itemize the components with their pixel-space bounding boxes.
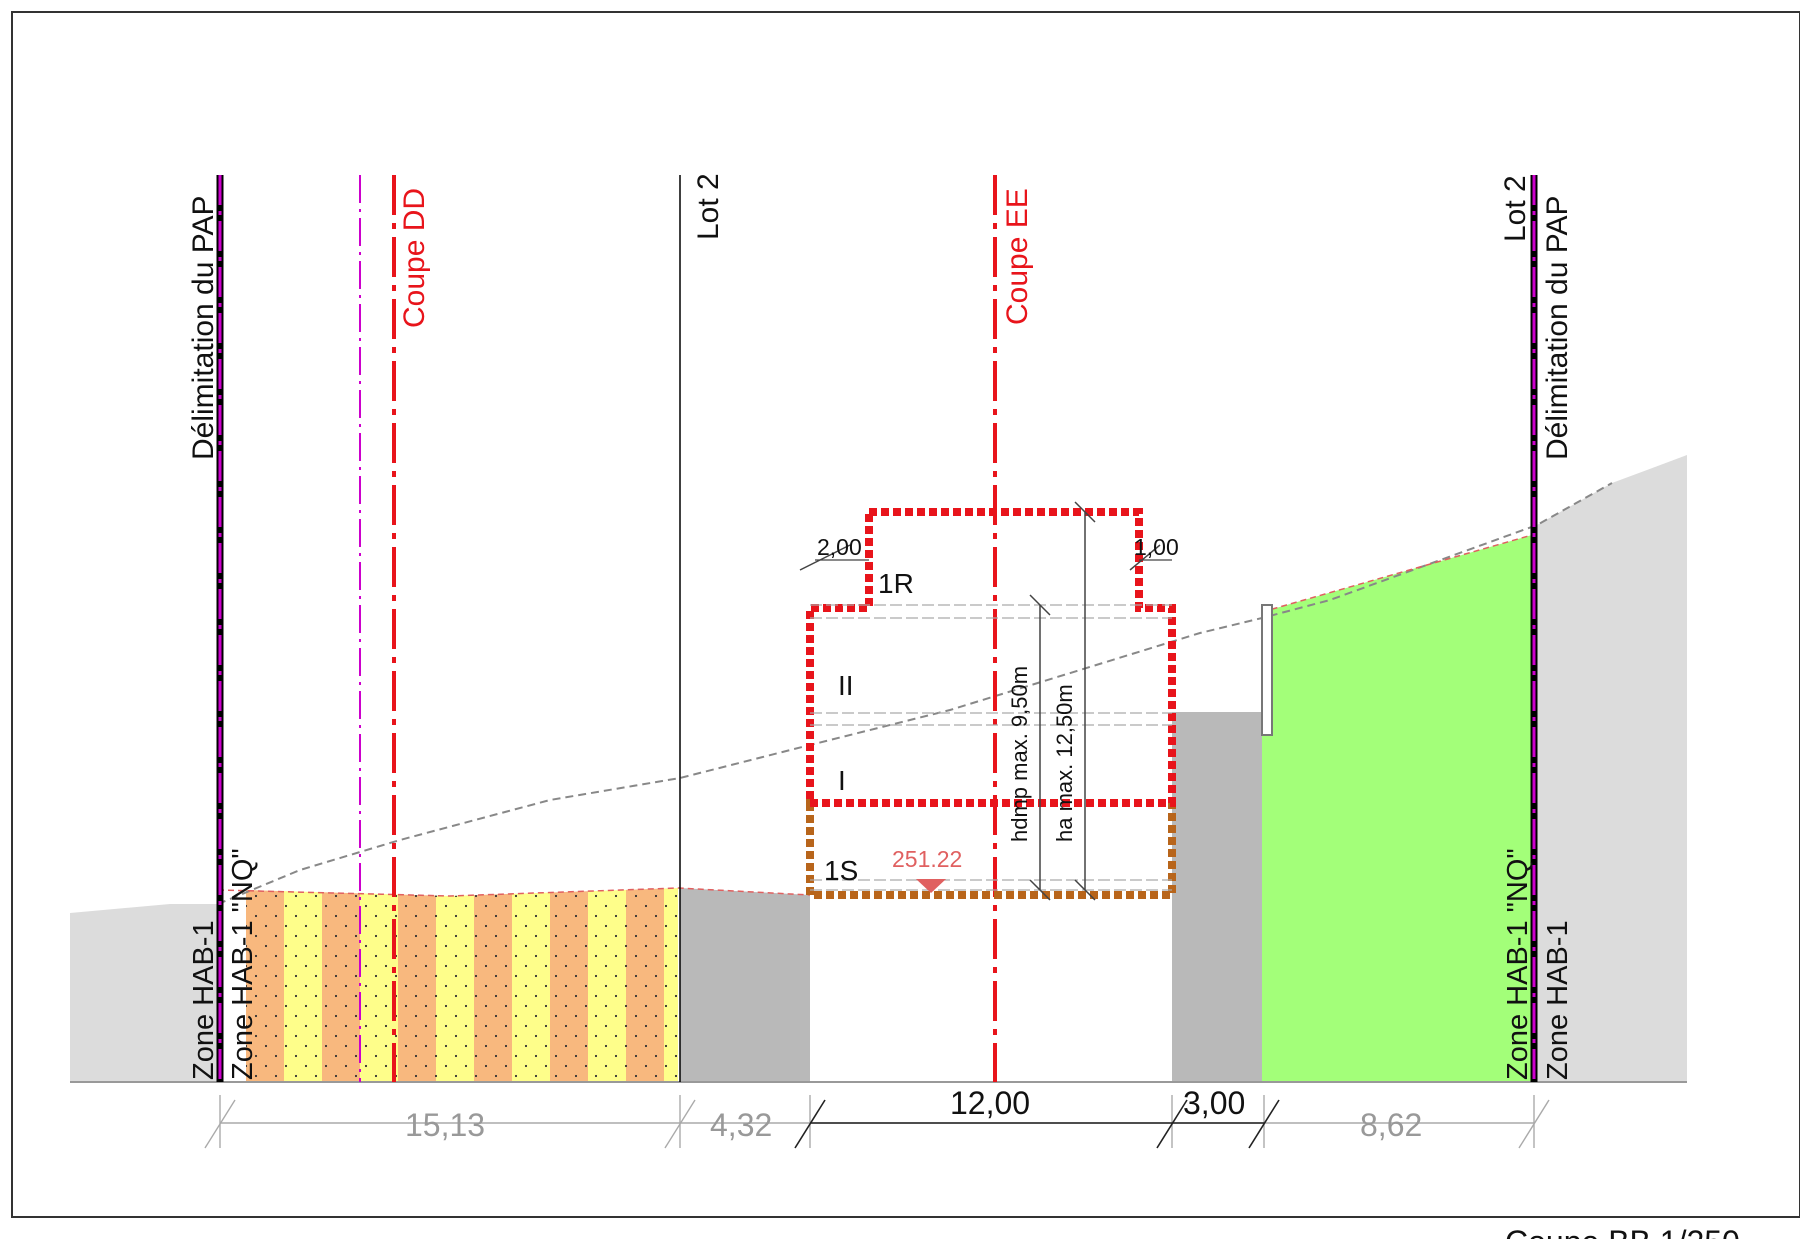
setback-right-mark	[1129, 544, 1161, 571]
dimension-8-62: 8,62	[1360, 1107, 1422, 1143]
hdmp-label: hdmp max. 9,50m	[1007, 666, 1032, 842]
level-1-label: I	[838, 765, 846, 796]
retaining-wall	[1261, 604, 1273, 736]
lot2-right-label: Lot 2	[1499, 175, 1532, 242]
level-1r-label: 1R	[878, 568, 914, 599]
coupe-ee-label: Coupe EE	[1001, 188, 1034, 325]
left-delimitation-label: Délimitation du PAP	[187, 195, 220, 460]
setback-left-label: 2,00	[817, 534, 862, 560]
elevation-marker	[916, 879, 946, 893]
dimension-12-00: 12,00	[950, 1085, 1030, 1121]
building-outline	[806, 508, 1176, 807]
dimension-4-32: 4,32	[710, 1107, 772, 1143]
grey-block-left	[680, 888, 810, 1082]
terrain-right	[1537, 455, 1687, 1082]
hdmp-tick-top	[1029, 594, 1051, 616]
dimension-3-00: 3,00	[1183, 1085, 1245, 1121]
dimension-chain-dark	[794, 1099, 1280, 1149]
green-zone	[1262, 535, 1532, 1082]
zone-nq-left-dots	[246, 888, 678, 1082]
coupe-dd-label: Coupe DD	[398, 188, 431, 328]
level-1s-label: 1S	[824, 855, 858, 886]
storey-lines	[810, 604, 1172, 891]
terrain-left	[70, 904, 218, 1082]
ha-tick-bottom	[1074, 879, 1096, 901]
zone-hab-nq-right-label: Zone HAB-1 "NQ"	[1502, 848, 1534, 1080]
grey-block-right	[1172, 712, 1264, 1082]
dimension-15-13: 15,13	[405, 1107, 485, 1143]
lot2-mid-label: Lot 2	[692, 173, 725, 240]
zone-hab-right-label: Zone HAB-1	[1542, 920, 1574, 1080]
hdmp-tick-bottom	[1029, 879, 1051, 901]
footer-title: Coupe BB 1/250	[1505, 1224, 1740, 1239]
zone-hab-nq-left-label: Zone HAB-1 "NQ"	[227, 848, 259, 1080]
right-delimitation-label: Délimitation du PAP	[1541, 195, 1574, 460]
drawing-frame	[11, 11, 1800, 1218]
zone-hab-left-label: Zone HAB-1	[188, 920, 220, 1080]
setback-right-label: 1,00	[1134, 534, 1179, 560]
level-2-label: II	[838, 670, 854, 701]
ha-label: ha max. 12,50m	[1052, 684, 1077, 842]
basement-outline	[806, 799, 1176, 899]
ha-tick-top	[1074, 501, 1096, 523]
elevation-label: 251.22	[892, 846, 962, 872]
natural-terrain-line	[217, 482, 1613, 905]
project-terrain-line-right	[1261, 534, 1533, 613]
setback-left-mark	[799, 544, 851, 571]
